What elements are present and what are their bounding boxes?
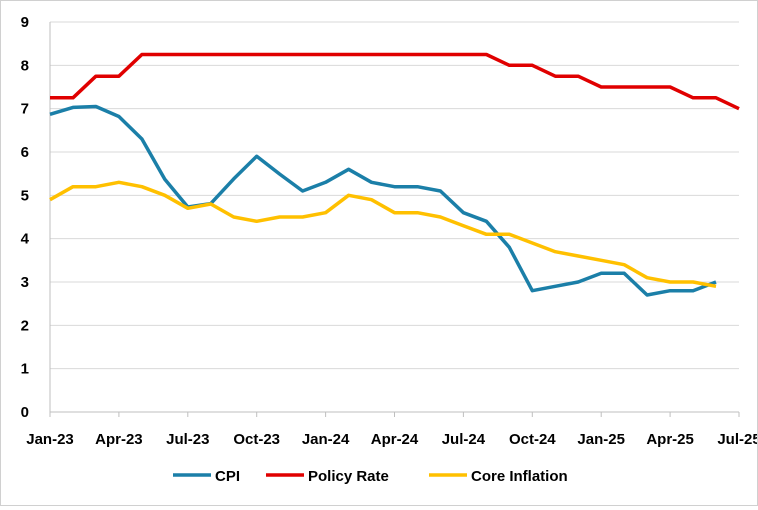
x-tick-label: Jan-25 [577,431,625,448]
series-line-policy-rate [50,52,740,111]
legend-label-cpi: CPI [215,468,240,485]
series-lines [49,52,740,297]
y-tick-label: 4 [21,231,30,248]
legend: CPI Policy Rate Core Inflation [173,468,568,485]
x-tick-label: Jul-24 [442,431,486,448]
y-tick-label: 0 [21,404,29,421]
x-tick-label: Jan-23 [26,431,74,448]
axes [49,22,739,413]
x-axis-ticks: Jan-23 Apr-23 Jul-23 Oct-23 Jan-24 Apr-24 Jul-… [26,412,758,448]
x-tick-label: Oct-24 [509,431,556,448]
x-tick-label: Apr-25 [646,431,694,448]
x-tick-label: Jan-24 [302,431,350,448]
y-tick-label: 1 [21,361,29,378]
x-tick-label: Apr-24 [371,431,419,448]
y-tick-label: 7 [21,101,29,118]
y-tick-label: 5 [21,187,29,204]
x-tick-label: Oct-23 [233,431,280,448]
y-tick-label: 2 [21,317,29,334]
x-tick-label: Jul-25 [717,431,757,448]
y-tick-label: 9 [21,14,29,31]
y-axis-ticks: 0 1 2 3 4 5 6 7 8 9 [21,14,30,421]
series-line-cpi [49,104,717,297]
gridlines [50,21,739,370]
y-tick-label: 6 [21,144,29,161]
legend-label-policy-rate: Policy Rate [308,468,389,485]
x-tick-label: Apr-23 [95,431,143,448]
y-tick-label: 3 [21,274,29,291]
legend-label-core-inflation: Core Inflation [471,468,568,485]
x-tick-label: Jul-23 [166,431,209,448]
y-tick-label: 8 [21,57,29,74]
series-line-core-inflation [49,180,717,289]
